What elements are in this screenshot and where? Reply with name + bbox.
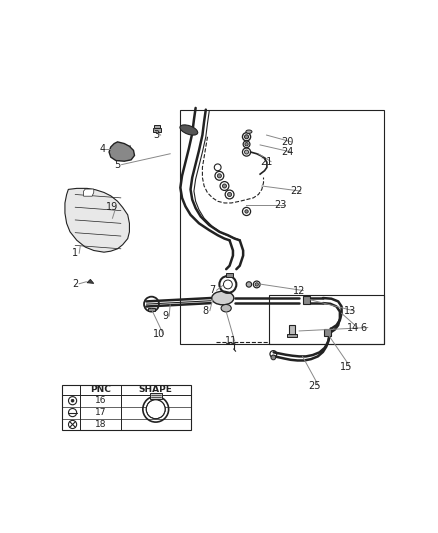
Circle shape	[223, 184, 226, 188]
Text: 24: 24	[281, 147, 293, 157]
Bar	[154, 125, 159, 127]
Ellipse shape	[221, 304, 231, 312]
Text: 1: 1	[72, 248, 78, 258]
Text: 7: 7	[209, 285, 216, 295]
Bar	[268, 295, 384, 344]
Circle shape	[245, 210, 248, 213]
Ellipse shape	[246, 130, 252, 133]
Polygon shape	[87, 279, 94, 284]
Polygon shape	[84, 189, 94, 196]
Bar	[289, 325, 295, 335]
Bar	[226, 273, 233, 277]
Bar	[153, 127, 161, 132]
Circle shape	[217, 174, 222, 178]
Circle shape	[271, 355, 276, 360]
Bar	[324, 329, 331, 336]
Circle shape	[244, 135, 249, 139]
Polygon shape	[65, 188, 130, 252]
Circle shape	[255, 282, 258, 286]
Text: 16: 16	[95, 396, 106, 405]
Text: 6: 6	[360, 322, 367, 333]
Circle shape	[71, 399, 74, 402]
Bar	[180, 110, 384, 344]
Text: 17: 17	[95, 408, 106, 417]
Text: 3: 3	[154, 130, 159, 140]
Text: 19: 19	[106, 203, 118, 212]
Text: 8: 8	[203, 305, 209, 316]
Circle shape	[245, 142, 248, 146]
Circle shape	[246, 282, 251, 287]
Bar	[303, 296, 310, 304]
Circle shape	[244, 150, 249, 154]
Text: 4: 4	[99, 144, 105, 154]
Text: 20: 20	[281, 137, 293, 147]
Text: SHAPE: SHAPE	[139, 385, 173, 394]
Ellipse shape	[180, 125, 198, 135]
Text: 21: 21	[261, 157, 273, 166]
Text: 15: 15	[340, 361, 352, 372]
Bar	[61, 385, 191, 431]
Text: 5: 5	[114, 159, 121, 169]
Polygon shape	[109, 142, 134, 161]
Bar	[150, 393, 162, 399]
Text: 10: 10	[153, 329, 166, 340]
Text: 11: 11	[224, 336, 237, 346]
Ellipse shape	[212, 291, 234, 305]
Text: 9: 9	[162, 311, 168, 321]
Text: 13: 13	[344, 306, 356, 316]
Circle shape	[227, 192, 232, 197]
Bar	[287, 334, 297, 337]
Text: 23: 23	[274, 200, 287, 211]
Text: 25: 25	[308, 381, 321, 391]
Circle shape	[146, 400, 165, 419]
Text: 12: 12	[293, 286, 305, 296]
Text: PNC: PNC	[90, 385, 111, 394]
Text: 22: 22	[290, 186, 303, 196]
Text: 14: 14	[347, 322, 360, 333]
Text: 2: 2	[72, 279, 78, 289]
Bar	[148, 308, 155, 311]
Text: 18: 18	[95, 420, 106, 429]
